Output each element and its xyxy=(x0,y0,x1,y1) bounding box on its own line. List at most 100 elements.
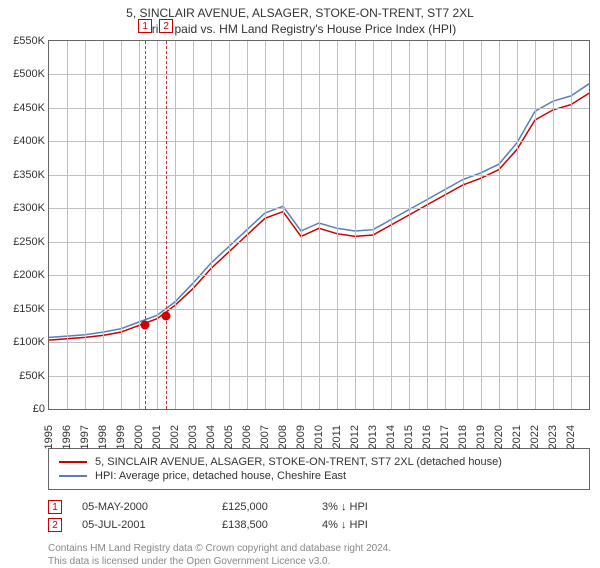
x-axis-label: 2021 xyxy=(511,425,523,449)
x-axis-label: 2009 xyxy=(295,425,307,449)
chart-subtitle: Price paid vs. HM Land Registry's House … xyxy=(0,20,600,40)
x-axis-label: 1996 xyxy=(61,425,73,449)
chart-area: £0£50K£100K£150K£200K£250K£300K£350K£400… xyxy=(48,40,590,410)
transaction-price: £125,000 xyxy=(222,501,322,513)
legend-swatch xyxy=(59,475,87,477)
transaction-number: 1 xyxy=(48,500,62,514)
gridline-v xyxy=(301,41,302,409)
x-axis-label: 2011 xyxy=(331,425,343,449)
gridline-v xyxy=(175,41,176,409)
gridline-v xyxy=(157,41,158,409)
transaction-row: 2 05-JUL-2001£138,5004% ↓ HPI xyxy=(48,516,590,534)
x-axis-label: 2005 xyxy=(223,425,235,449)
gridline-v xyxy=(337,41,338,409)
gridline-v xyxy=(67,41,68,409)
gridline-v xyxy=(571,41,572,409)
gridline-v xyxy=(121,41,122,409)
chart-title: 5, SINCLAIR AVENUE, ALSAGER, STOKE-ON-TR… xyxy=(0,0,600,20)
gridline-v xyxy=(427,41,428,409)
gridline-v xyxy=(499,41,500,409)
footer: Contains HM Land Registry data © Crown c… xyxy=(48,542,590,568)
x-axis-label: 2001 xyxy=(151,425,163,449)
gridline-v xyxy=(535,41,536,409)
gridline-v xyxy=(229,41,230,409)
legend-item: 5, SINCLAIR AVENUE, ALSAGER, STOKE-ON-TR… xyxy=(59,455,579,469)
gridline-v xyxy=(193,41,194,409)
transaction-vline xyxy=(166,41,167,409)
x-axis-label: 2014 xyxy=(385,425,397,449)
y-axis-label: £350K xyxy=(5,169,45,181)
y-axis-label: £450K xyxy=(5,102,45,114)
x-axis-label: 1999 xyxy=(115,425,127,449)
transaction-delta: 4% ↓ HPI xyxy=(322,519,442,531)
y-axis-label: £500K xyxy=(5,68,45,80)
gridline-v xyxy=(103,41,104,409)
y-axis-label: £200K xyxy=(5,269,45,281)
x-axis-label: 2023 xyxy=(547,425,559,449)
x-axis-label: 2024 xyxy=(565,425,577,449)
x-axis-label: 2010 xyxy=(313,425,325,449)
gridline-v xyxy=(391,41,392,409)
legend-swatch xyxy=(59,461,87,463)
below-chart: 5, SINCLAIR AVENUE, ALSAGER, STOKE-ON-TR… xyxy=(48,448,590,568)
transaction-table: 1 05-MAY-2000£125,0003% ↓ HPI 2 05-JUL-2001… xyxy=(48,498,590,534)
gridline-v xyxy=(247,41,248,409)
gridline-v xyxy=(211,41,212,409)
gridline-v xyxy=(553,41,554,409)
x-axis-label: 2016 xyxy=(421,425,433,449)
transaction-marker xyxy=(141,321,150,330)
chart-container: 5, SINCLAIR AVENUE, ALSAGER, STOKE-ON-TR… xyxy=(0,0,600,560)
y-axis-label: £100K xyxy=(5,336,45,348)
x-axis-label: 2015 xyxy=(403,425,415,449)
gridline-v xyxy=(445,41,446,409)
x-axis-label: 2006 xyxy=(241,425,253,449)
x-axis-label: 1998 xyxy=(97,425,109,449)
y-axis-label: £400K xyxy=(5,135,45,147)
y-axis-label: £0 xyxy=(5,403,45,415)
x-axis-label: 2017 xyxy=(439,425,451,449)
x-axis-label: 2013 xyxy=(367,425,379,449)
transaction-number: 2 xyxy=(48,518,62,532)
plot-area: £0£50K£100K£150K£200K£250K£300K£350K£400… xyxy=(48,40,590,410)
transaction-delta: 3% ↓ HPI xyxy=(322,501,442,513)
x-axis-label: 2002 xyxy=(169,425,181,449)
transaction-price: £138,500 xyxy=(222,519,322,531)
gridline-v xyxy=(139,41,140,409)
transaction-date: 05-MAY-2000 xyxy=(82,501,222,513)
legend: 5, SINCLAIR AVENUE, ALSAGER, STOKE-ON-TR… xyxy=(48,448,590,490)
y-axis-label: £150K xyxy=(5,303,45,315)
transaction-marker xyxy=(162,312,171,321)
gridline-v xyxy=(283,41,284,409)
footer-line-1: Contains HM Land Registry data © Crown c… xyxy=(48,542,590,555)
x-axis-label: 2022 xyxy=(529,425,541,449)
transaction-marker-label: 2 xyxy=(159,19,173,33)
transaction-marker-label: 1 xyxy=(138,19,152,33)
gridline-v xyxy=(373,41,374,409)
x-axis-label: 2007 xyxy=(259,425,271,449)
gridline-v xyxy=(85,41,86,409)
y-axis-label: £50K xyxy=(5,370,45,382)
x-axis-label: 2020 xyxy=(493,425,505,449)
y-axis-label: £300K xyxy=(5,202,45,214)
x-axis-label: 2003 xyxy=(187,425,199,449)
y-axis-label: £550K xyxy=(5,35,45,47)
footer-line-2: This data is licensed under the Open Gov… xyxy=(48,555,590,568)
x-axis-label: 2004 xyxy=(205,425,217,449)
gridline-v xyxy=(355,41,356,409)
x-axis-label: 1997 xyxy=(79,425,91,449)
legend-item: HPI: Average price, detached house, Ches… xyxy=(59,469,579,483)
x-axis-label: 2018 xyxy=(457,425,469,449)
gridline-v xyxy=(319,41,320,409)
transaction-row: 1 05-MAY-2000£125,0003% ↓ HPI xyxy=(48,498,590,516)
gridline-v xyxy=(265,41,266,409)
transaction-date: 05-JUL-2001 xyxy=(82,519,222,531)
x-axis-label: 1995 xyxy=(43,425,55,449)
gridline-v xyxy=(481,41,482,409)
gridline-v xyxy=(463,41,464,409)
transaction-vline xyxy=(145,41,146,409)
x-axis-label: 2019 xyxy=(475,425,487,449)
y-axis-label: £250K xyxy=(5,236,45,248)
x-axis-label: 2000 xyxy=(133,425,145,449)
legend-label: HPI: Average price, detached house, Ches… xyxy=(95,470,346,482)
gridline-v xyxy=(409,41,410,409)
